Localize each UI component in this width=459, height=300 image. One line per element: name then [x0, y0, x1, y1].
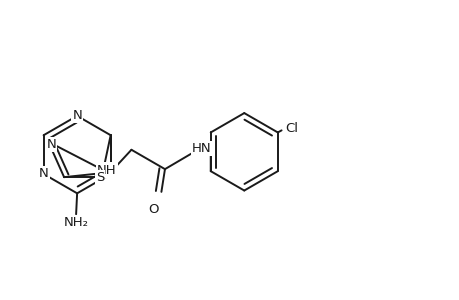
Text: N: N: [72, 110, 82, 122]
Text: O: O: [148, 203, 158, 216]
Text: NH₂: NH₂: [63, 216, 89, 229]
Text: N: N: [46, 138, 56, 151]
Text: N: N: [39, 167, 48, 180]
Text: S: S: [95, 171, 104, 184]
Text: Cl: Cl: [285, 122, 298, 135]
Text: NH: NH: [97, 164, 116, 176]
Text: HN: HN: [191, 142, 211, 155]
